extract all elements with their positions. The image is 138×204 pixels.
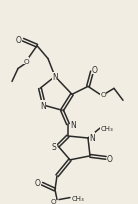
Text: CH₃: CH₃ [101, 125, 113, 131]
Text: S: S [52, 143, 56, 152]
Text: N: N [70, 120, 76, 129]
Text: O: O [100, 92, 106, 98]
Text: N: N [40, 101, 46, 110]
Text: O: O [35, 178, 41, 187]
Text: CH₃: CH₃ [72, 195, 84, 201]
Text: N: N [52, 73, 58, 82]
Text: N: N [89, 133, 95, 142]
Text: O: O [16, 36, 22, 45]
Text: O: O [107, 155, 113, 164]
Text: O: O [92, 66, 98, 75]
Text: O: O [23, 58, 29, 64]
Text: O: O [50, 198, 56, 204]
